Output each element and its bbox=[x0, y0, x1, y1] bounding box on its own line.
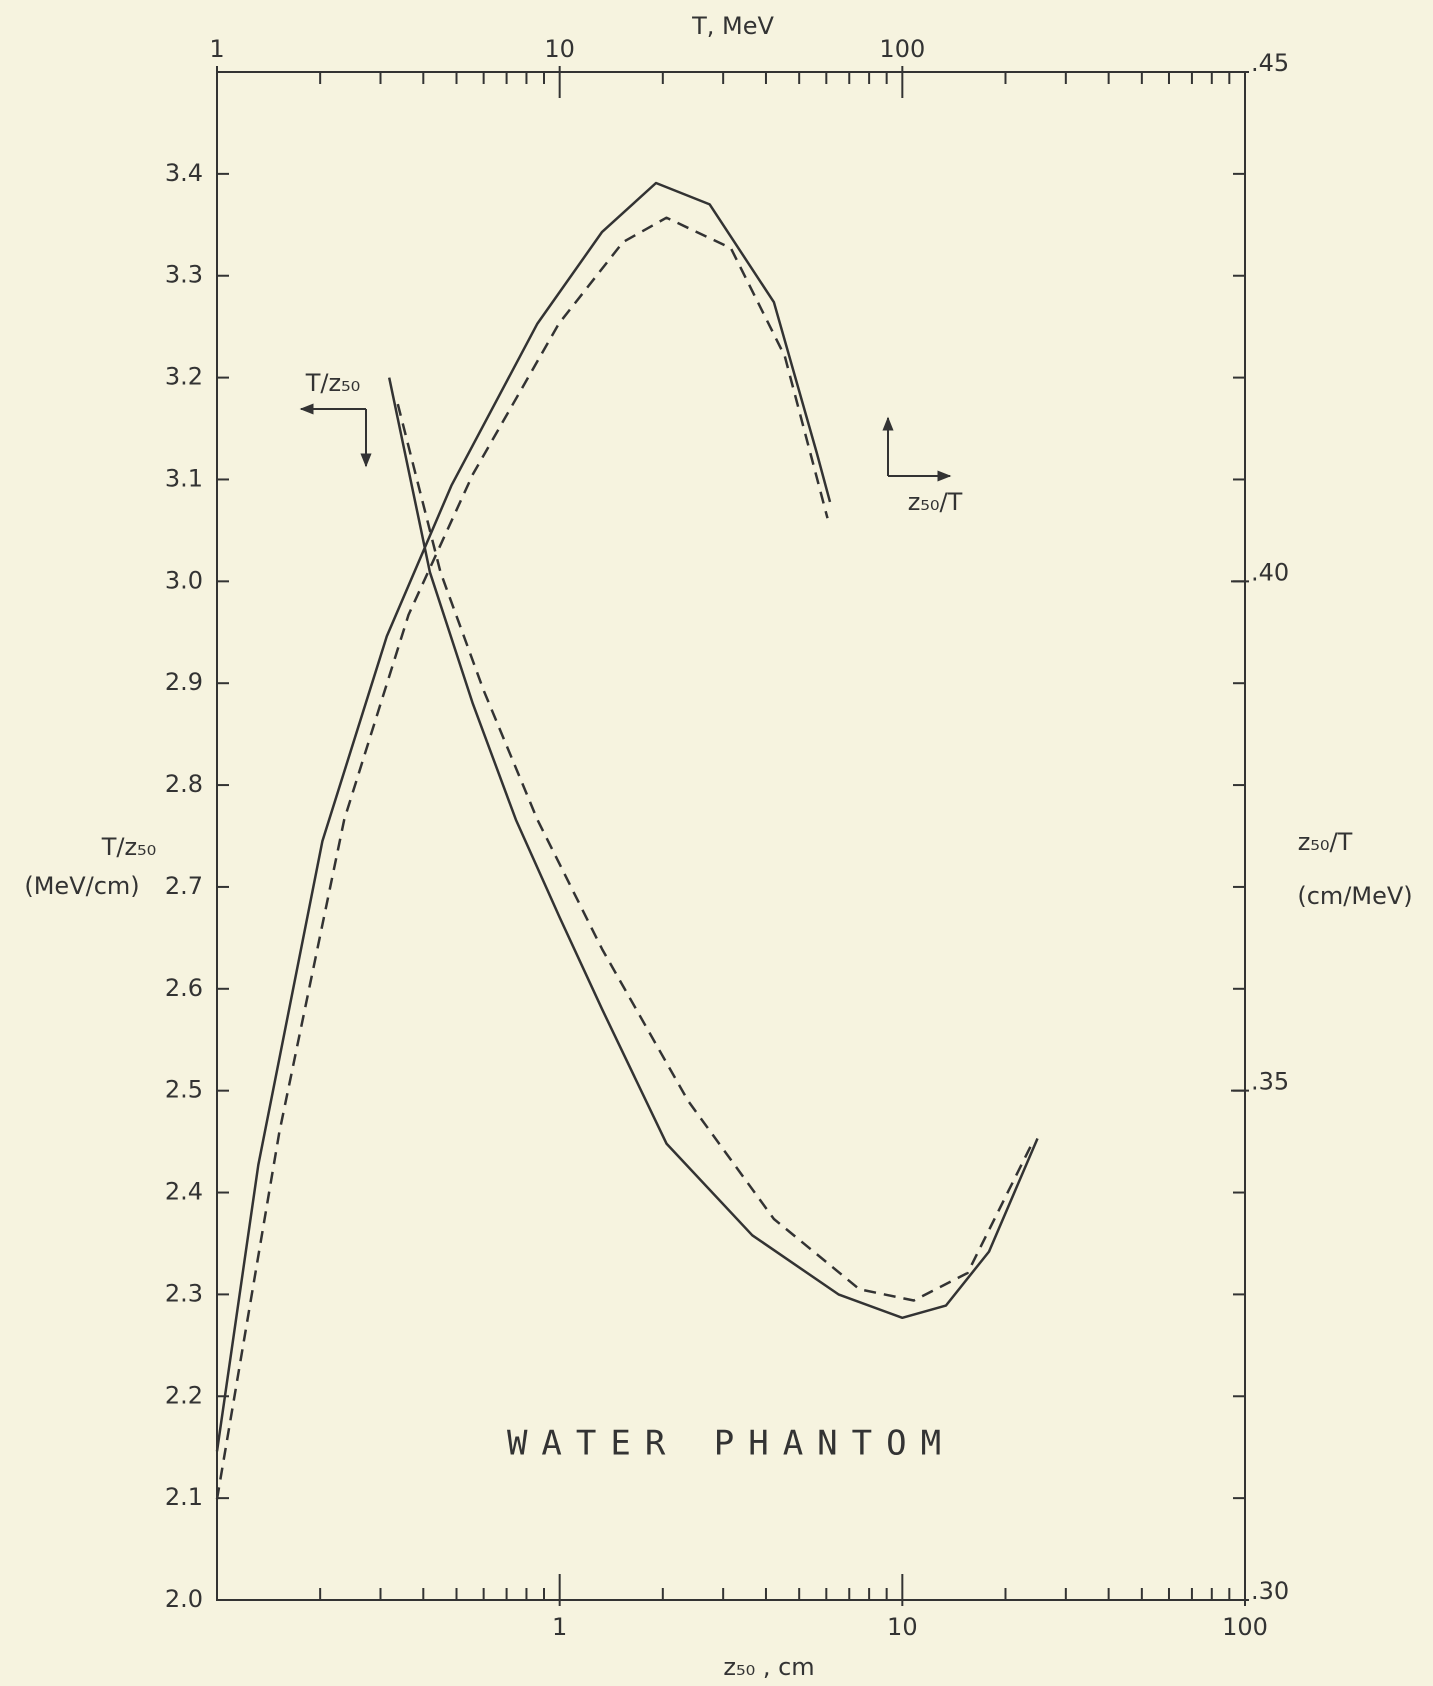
plot-frame bbox=[216, 71, 1246, 1601]
y-tick-label: 3.1 bbox=[165, 464, 203, 492]
curve bbox=[215, 216, 829, 1500]
x-tick-label: 10 bbox=[887, 1613, 918, 1641]
y-tick-label: 2.2 bbox=[165, 1381, 203, 1409]
y-tick-label: 2.9 bbox=[165, 668, 203, 696]
x2-tick-label: 1 bbox=[209, 35, 224, 63]
y2-axis-title: z₅₀/T bbox=[1298, 828, 1353, 856]
y-tick-label: 3.0 bbox=[165, 566, 203, 594]
x-tick-label: 1 bbox=[552, 1613, 567, 1641]
annotation: z₅₀/T bbox=[908, 488, 963, 516]
y-tick-label: 2.8 bbox=[165, 770, 203, 798]
y-tick-label: 3.4 bbox=[165, 159, 203, 187]
x-axis-title: z₅₀ , cm bbox=[723, 1653, 814, 1681]
y-tick-label: 2.6 bbox=[165, 974, 203, 1002]
y-tick-label: 2.0 bbox=[165, 1585, 203, 1613]
curve bbox=[215, 181, 832, 1452]
y2-tick-label: .45 bbox=[1251, 49, 1289, 77]
x2-tick-label: 100 bbox=[879, 35, 925, 63]
chart-title: WATER PHANTOM bbox=[507, 1424, 955, 1464]
y2-tick-label: .30 bbox=[1251, 1577, 1289, 1605]
curve bbox=[387, 377, 1039, 1320]
y-tick-label: 3.3 bbox=[165, 261, 203, 289]
curve bbox=[396, 403, 1034, 1302]
y-axis-title: T/z₅₀ bbox=[101, 833, 157, 861]
x2-tick-label: 10 bbox=[544, 35, 575, 63]
annotation-arrows bbox=[299, 403, 952, 482]
y-tick-label: 2.7 bbox=[165, 872, 203, 900]
y-tick-label: 2.4 bbox=[165, 1178, 203, 1206]
y-tick-label: 2.3 bbox=[165, 1279, 203, 1307]
annotation: T/z₅₀ bbox=[305, 369, 361, 397]
y-tick-label: 2.1 bbox=[165, 1483, 203, 1511]
y2-axis-title: (cm/MeV) bbox=[1297, 882, 1412, 910]
y-tick-label: 3.2 bbox=[165, 363, 203, 391]
y2-tick-label: .40 bbox=[1251, 558, 1289, 586]
y-tick-label: 2.5 bbox=[165, 1076, 203, 1104]
y-axis-title: (MeV/cm) bbox=[24, 872, 139, 900]
y2-tick-label: .35 bbox=[1251, 1068, 1289, 1096]
x-tick-label: 100 bbox=[1222, 1613, 1268, 1641]
x2-axis-title: T, MeV bbox=[691, 12, 774, 40]
